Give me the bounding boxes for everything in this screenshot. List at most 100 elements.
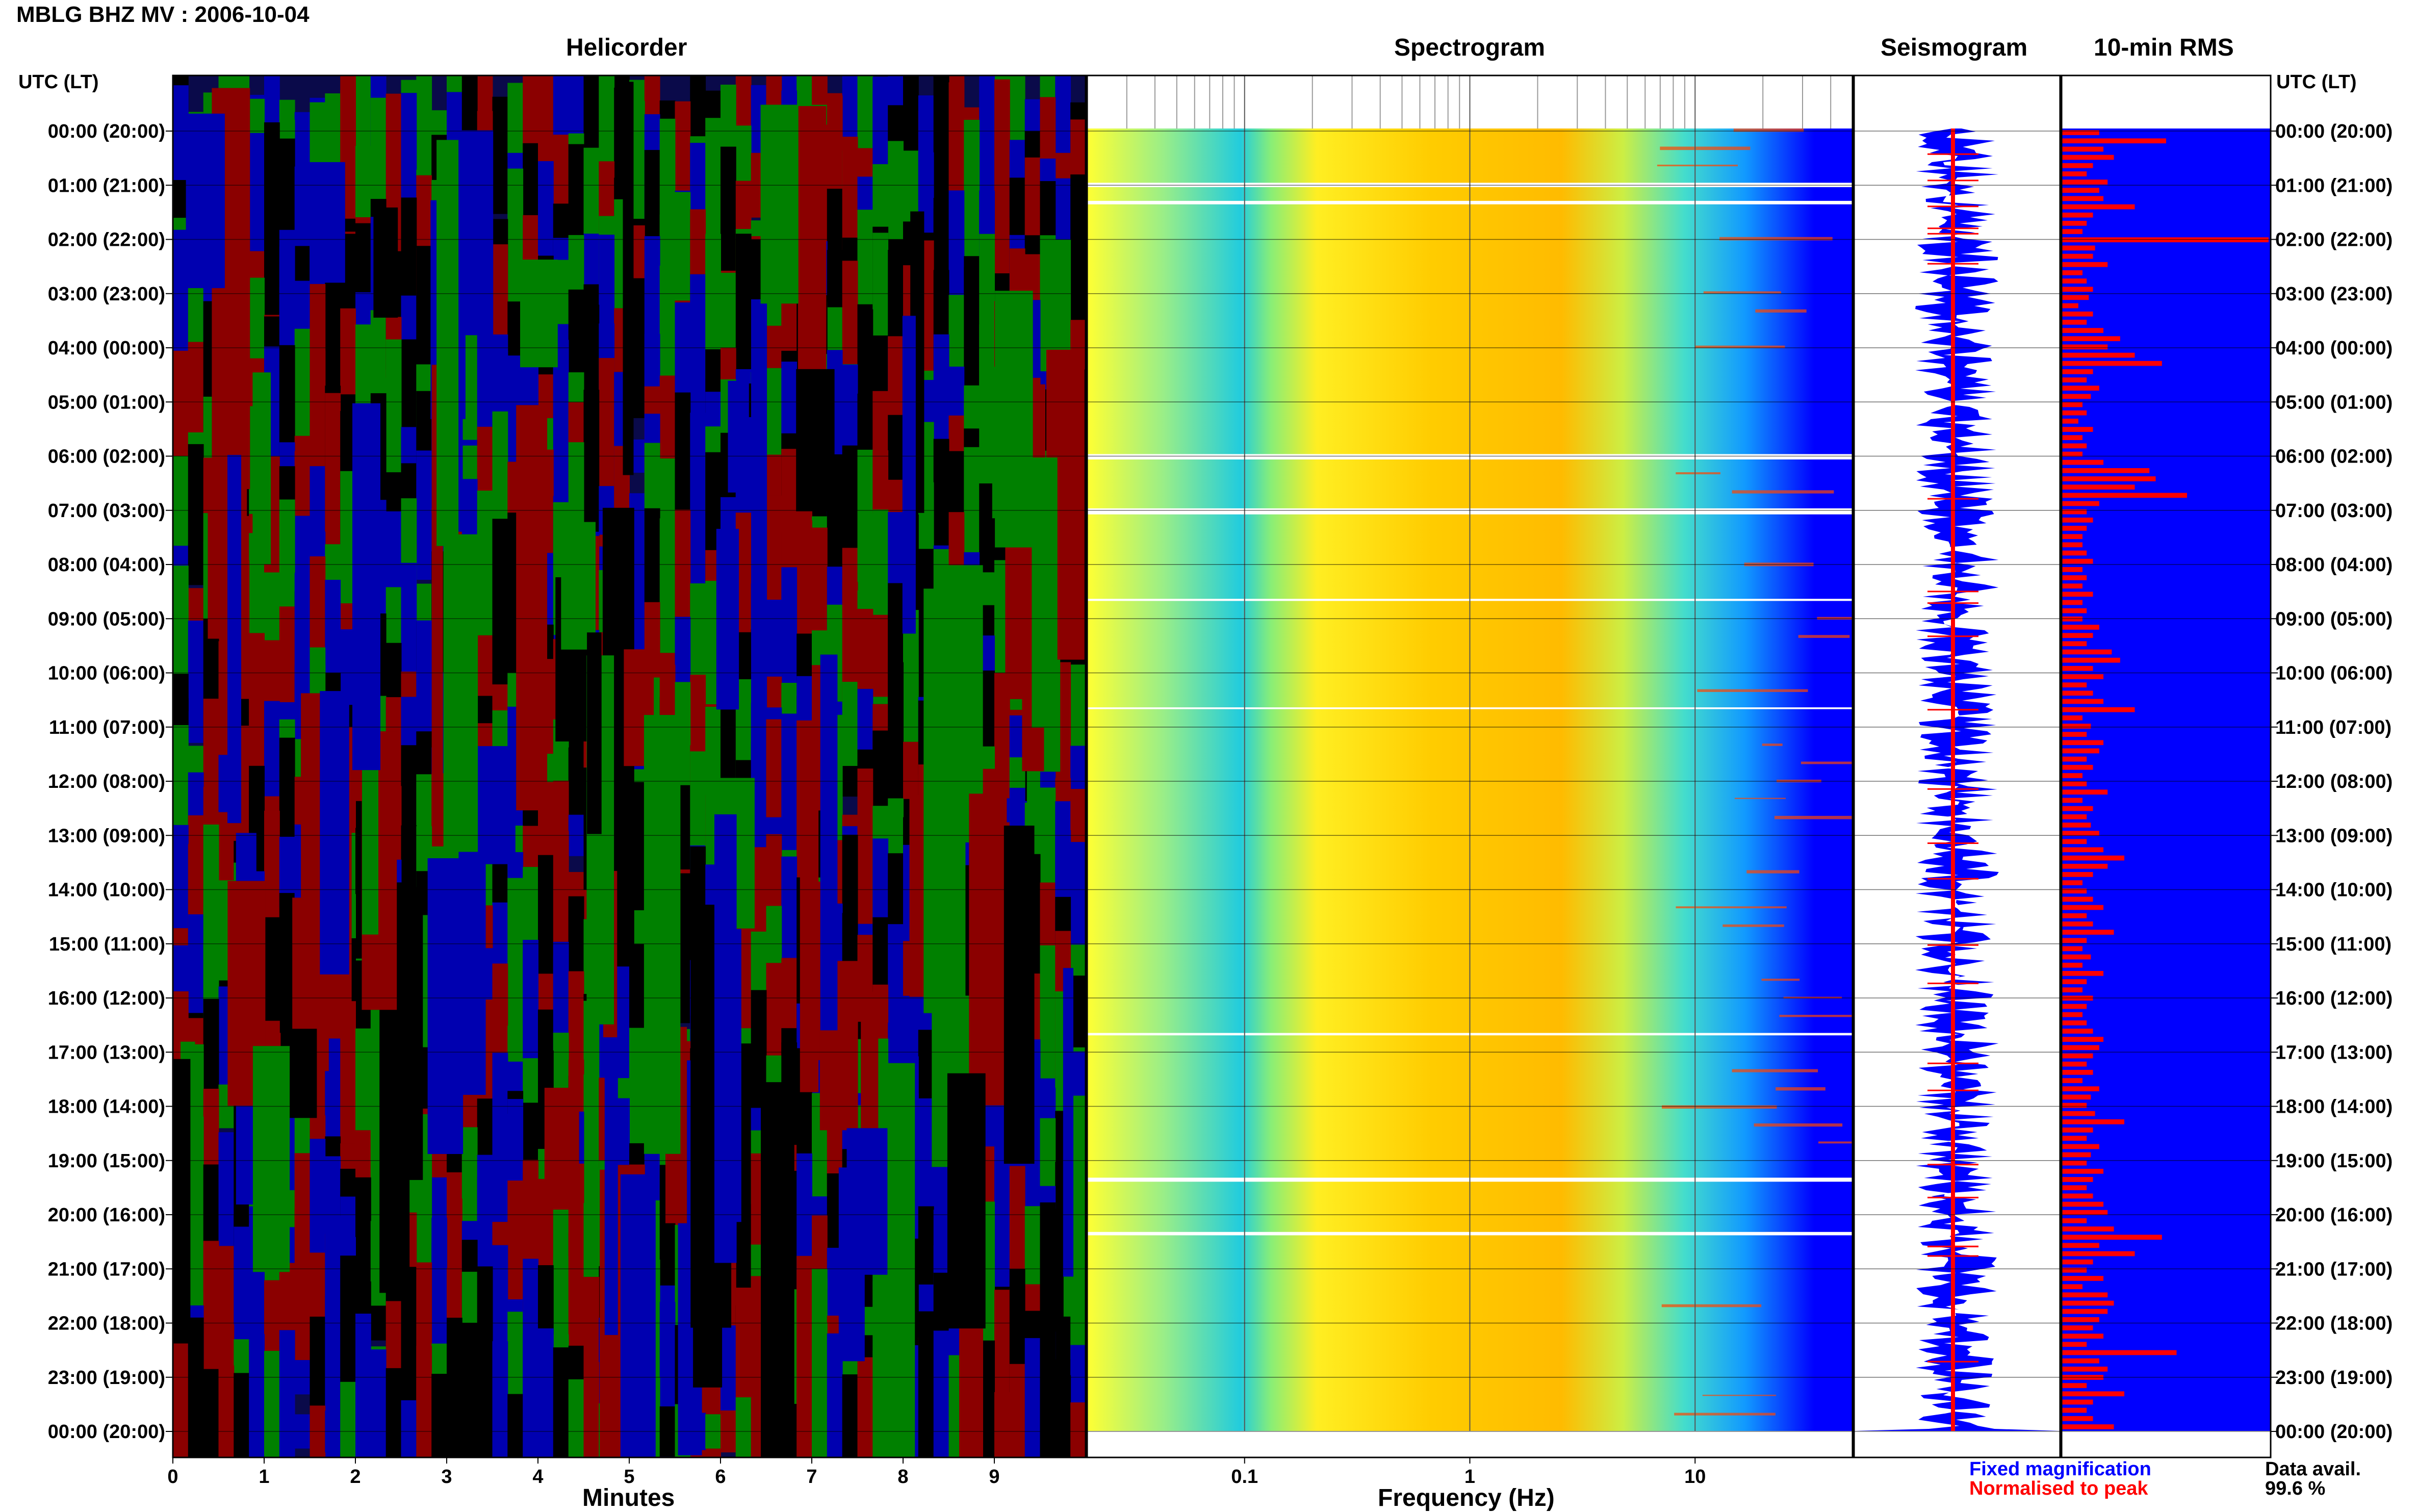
rms-bar xyxy=(2062,880,2082,885)
rms-bar xyxy=(2062,188,2099,193)
rms-bar xyxy=(2062,962,2082,968)
helicorder-trace-segment xyxy=(188,1317,204,1457)
rms-bar xyxy=(2062,1012,2082,1017)
rms-bar xyxy=(2062,1185,2087,1190)
rms-bar xyxy=(2062,558,2093,564)
x-axis-title-frequency: Frequency (Hz) xyxy=(1378,1484,1555,1511)
row-labels: 00:00 (20:00) 01:00 (21:00) 02:00 (22:00) 0… xyxy=(48,121,2393,1443)
row-label-right: 09:00 (05:00) xyxy=(2275,608,2393,630)
row-label-left: 01:00 (21:00) xyxy=(48,175,165,196)
row-label-right: 19:00 (15:00) xyxy=(2275,1150,2393,1172)
spectrogram-band xyxy=(1734,798,1786,799)
helicorder-burst xyxy=(227,455,241,824)
helicorder-title: Helicorder xyxy=(566,34,687,61)
rms-bar xyxy=(2062,155,2114,160)
spectrogram-band xyxy=(1755,309,1807,313)
rms-bar xyxy=(2062,1218,2087,1223)
row-label-right: 20:00 (16:00) xyxy=(2275,1205,2393,1226)
rms-bar xyxy=(2062,163,2093,168)
helicorder-burst xyxy=(436,140,459,546)
spectrogram-band xyxy=(1694,345,1785,348)
rms-bar xyxy=(2062,1309,2108,1314)
row-label-left: 02:00 (22:00) xyxy=(48,229,165,251)
page-title: MBLG BHZ MV : 2006-10-04 xyxy=(16,2,310,27)
rms-bar xyxy=(2062,913,2087,918)
spectrogram-band xyxy=(1661,1304,1762,1308)
rms-bar xyxy=(2062,1210,2108,1215)
rms-bar xyxy=(2062,987,2082,992)
rms-bar xyxy=(2062,361,2162,366)
rms-bar xyxy=(2062,839,2087,844)
rms-bar xyxy=(2062,1037,2103,1042)
spectrogram-band xyxy=(1662,1105,1777,1109)
spectrogram-band xyxy=(1775,815,1863,819)
helicorder-burst xyxy=(587,632,602,834)
rms-bar xyxy=(2062,674,2103,679)
helicorder-burst xyxy=(476,746,516,864)
rms-bar xyxy=(2062,262,2108,267)
rms-bar xyxy=(2062,459,2103,465)
rms-bar xyxy=(2062,443,2087,449)
rms-bar xyxy=(2062,1235,2162,1240)
helicorder-burst xyxy=(761,1082,794,1457)
helicorder-burst xyxy=(796,369,835,511)
spectrogram-band xyxy=(1733,129,1804,132)
helicorder-burst xyxy=(458,852,486,1095)
rms-bar xyxy=(2062,847,2103,853)
helicorder-burst xyxy=(902,316,916,634)
rms-bar xyxy=(2062,1366,2108,1372)
row-label-left: 10:00 (06:00) xyxy=(48,663,165,684)
helicorder-burst xyxy=(644,715,681,1154)
rms-bar xyxy=(2062,1136,2087,1141)
row-label-right: 13:00 (09:00) xyxy=(2275,825,2393,847)
rms-bar xyxy=(2062,1020,2087,1026)
rms-bar xyxy=(2062,863,2108,869)
row-label-right: 18:00 (14:00) xyxy=(2275,1096,2393,1118)
rms-bar xyxy=(2062,386,2099,391)
spectrogram-band xyxy=(1754,1123,1843,1127)
spectrogram-band xyxy=(1722,924,1784,927)
spectrogram-band xyxy=(1657,164,1738,167)
helicorder-panel xyxy=(173,75,1086,1457)
helicorder-burst xyxy=(714,814,737,1263)
seismogram-title: Seismogram xyxy=(1881,34,2028,61)
minutes-tick-label: 8 xyxy=(897,1466,908,1488)
rms-bar xyxy=(2062,1276,2103,1281)
helicorder-burst xyxy=(751,299,767,714)
rms-bar xyxy=(2062,1029,2093,1034)
left-axis-label: UTC (LT) xyxy=(18,71,99,93)
rms-bar xyxy=(2062,896,2093,902)
rms-bar xyxy=(2062,493,2187,498)
rms-bar xyxy=(2062,1407,2087,1413)
helicorder-burst xyxy=(947,1073,986,1329)
helicorder-trace-segment xyxy=(461,1323,478,1457)
rms-bar xyxy=(2062,665,2093,671)
helicorder-trace-segment xyxy=(796,1379,812,1457)
spectrogram-title: Spectrogram xyxy=(1394,34,1546,61)
minutes-tick-label: 9 xyxy=(989,1466,999,1488)
rms-bar xyxy=(2062,1292,2108,1298)
rms-bar xyxy=(2062,278,2087,284)
helicorder-burst xyxy=(173,1059,191,1344)
rms-bar xyxy=(2062,707,2135,712)
helicorder-burst xyxy=(520,260,558,368)
spectrogram-band xyxy=(1702,1395,1777,1396)
helicorder-trace-segment xyxy=(812,1322,828,1457)
rms-bar xyxy=(2062,855,2124,861)
rms-bar xyxy=(2062,320,2087,325)
row-label-right: 15:00 (11:00) xyxy=(2275,934,2392,955)
helicorder-trace-segment xyxy=(857,1357,873,1457)
helicorder-burst xyxy=(516,405,548,811)
rms-bar xyxy=(2062,979,2087,984)
helicorder-trace-segment xyxy=(264,1351,280,1457)
helicorder-trace-segment xyxy=(340,1381,356,1457)
rms-bar xyxy=(2062,1226,2114,1232)
legend-fixed: Fixed magnification xyxy=(1969,1458,2151,1480)
helicorder-trace-segment xyxy=(203,1369,219,1457)
rms-bar xyxy=(2062,740,2103,746)
rms-bar xyxy=(2062,954,2091,960)
row-label-right: 07:00 (03:00) xyxy=(2275,500,2393,522)
rms-bar xyxy=(2062,484,2135,490)
rms-bar xyxy=(2062,1391,2124,1397)
